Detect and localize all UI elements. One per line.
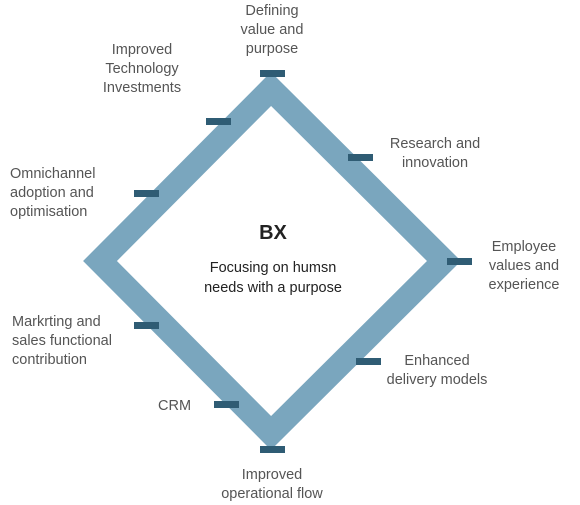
marker-operational xyxy=(260,446,285,453)
marker-technology xyxy=(206,118,231,125)
label-technology-investments: Improved Technology Investments xyxy=(102,42,182,96)
diamond-outline xyxy=(83,72,462,450)
label-defining-value: Defining value and purpose xyxy=(240,3,304,57)
center-title: BX xyxy=(259,222,287,244)
marker-delivery xyxy=(356,358,381,365)
marker-employee xyxy=(447,258,472,265)
marker-research xyxy=(348,154,373,161)
label-marketing-sales: Markrting and sales functional contribut… xyxy=(12,314,112,368)
label-research-innovation: Research and innovation xyxy=(389,136,481,171)
label-crm: CRM xyxy=(158,398,192,414)
marker-marketing xyxy=(134,322,159,329)
label-employee-experience: Employee values and experience xyxy=(488,239,560,293)
label-operational-flow: Improved operational flow xyxy=(221,467,323,502)
label-omnichannel: Omnichannel adoption and optimisation xyxy=(10,166,96,220)
marker-defining xyxy=(260,70,285,77)
marker-omnichannel xyxy=(134,190,159,197)
label-delivery-models: Enhanced delivery models xyxy=(386,353,488,388)
marker-crm xyxy=(214,401,239,408)
center-subtitle: Focusing on humsn needs with a purpose xyxy=(204,260,342,296)
